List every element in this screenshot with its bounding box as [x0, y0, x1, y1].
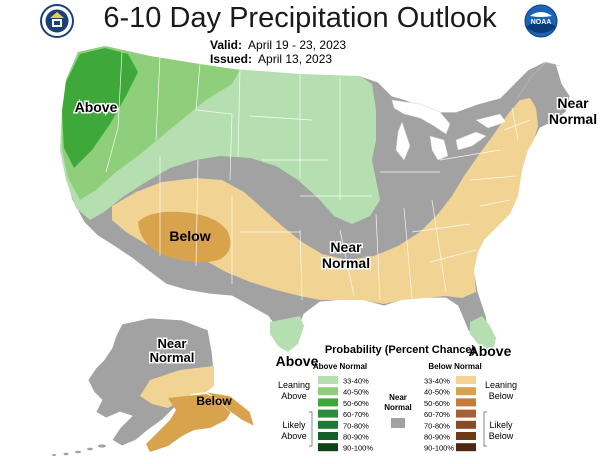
legend-range-below-6: 90-100%	[424, 444, 454, 453]
legend-swatch-above-6	[318, 443, 338, 452]
legend-above-header: Above Normal	[313, 362, 367, 371]
legend-swatch-above-4	[318, 420, 338, 429]
legend-swatch-below-0	[456, 376, 476, 384]
legend: Probability (Percent Chance) Above Norma…	[278, 344, 517, 453]
legend-bracket-likely-below	[483, 411, 487, 447]
legend-swatch-above-2	[318, 398, 338, 407]
legend-below-header: Below Normal	[428, 362, 481, 371]
label-near-normal-ak-1: Near	[158, 336, 187, 351]
alaska-panhandle	[205, 391, 255, 427]
legend-bracket-likely-above	[309, 411, 313, 447]
legend-likely-above-2: Above	[281, 431, 307, 441]
legend-title: Probability (Percent Chance)	[325, 344, 476, 356]
aleutian-islands	[52, 444, 106, 456]
label-above-tx: Above	[276, 353, 319, 369]
legend-range-below-4: 70-80%	[424, 421, 450, 430]
legend-range-below-2: 50-60%	[424, 399, 450, 408]
legend-leaning-below-1: Leaning	[485, 380, 517, 390]
legend-leaning-above-2: Above	[281, 391, 307, 401]
above-50-60-nw	[62, 48, 138, 168]
alaska-below-33-40	[140, 366, 214, 408]
legend-swatch-below-5	[456, 432, 476, 440]
below-40-50-sw	[138, 211, 231, 263]
legend-leaning-above-1: Leaning	[278, 380, 310, 390]
legend-likely-below-2: Below	[489, 431, 514, 441]
label-near-normal-ne-2: Normal	[549, 111, 597, 127]
legend-swatch-above-1	[318, 387, 338, 396]
legend-swatch-above-3	[318, 409, 338, 418]
legend-swatch-above-0	[318, 376, 338, 384]
legend-range-below-5: 80-90%	[424, 433, 450, 442]
legend-leaning-below-2: Below	[489, 391, 514, 401]
label-near-normal-ne-1: Near	[557, 95, 589, 111]
page-title: 6-10 Day Precipitation Outlook	[103, 2, 497, 34]
label-above-nw: Above	[75, 99, 118, 115]
svg-text:NOAA: NOAA	[531, 19, 552, 26]
legend-swatch-below-3	[456, 409, 476, 418]
legend-swatch-below-6	[456, 443, 476, 452]
state-borders	[105, 51, 531, 301]
legend-range-below-3: 60-70%	[424, 410, 450, 419]
legend-range-below-0: 33-40%	[424, 377, 450, 386]
above-33-40-florida	[470, 316, 496, 352]
alaska-below-40-50	[146, 394, 232, 452]
label-below-ak: Below	[196, 394, 232, 408]
legend-range-above-5: 80-90%	[343, 433, 369, 442]
great-lakes	[391, 99, 507, 161]
legend-range-below-1: 40-50%	[424, 388, 450, 397]
legend-range-above-2: 50-60%	[343, 399, 369, 408]
label-below-sw: Below	[169, 228, 210, 244]
valid-dates: Valid: April 19 - 23, 2023	[210, 38, 346, 52]
legend-range-above-0: 33-40%	[343, 377, 369, 386]
noaa-logo-icon: NOAA	[524, 4, 558, 38]
above-33-40-texas	[270, 316, 304, 352]
label-above-fl: Above	[469, 343, 512, 359]
legend-near-normal-2: Normal	[384, 403, 412, 412]
label-near-normal-ak-2: Normal	[150, 350, 195, 365]
legend-likely-below-1: Likely	[489, 420, 513, 430]
issued-value: April 13, 2023	[258, 52, 333, 66]
doc-seal-icon	[40, 4, 74, 38]
label-near-normal-center-2: Normal	[322, 255, 370, 271]
valid-label: Valid:	[210, 38, 243, 52]
legend-range-above-4: 70-80%	[343, 421, 369, 430]
label-near-normal-center-1: Near	[330, 239, 362, 255]
issued-label: Issued:	[210, 52, 253, 66]
legend-swatch-near-normal	[391, 418, 405, 428]
legend-near-normal-1: Near	[389, 393, 407, 402]
legend-swatch-below-2	[456, 398, 476, 407]
legend-range-above-6: 90-100%	[343, 444, 373, 453]
legend-swatches: 33-40% 33-40% 40-50% 40-50% 50-60% 50-60% 60-7…	[318, 376, 476, 453]
legend-swatch-below-4	[456, 420, 476, 429]
valid-value: April 19 - 23, 2023	[248, 38, 347, 52]
issued-date: Issued: April 13, 2023	[210, 52, 332, 66]
legend-range-above-1: 40-50%	[343, 388, 369, 397]
legend-likely-above-1: Likely	[282, 420, 306, 430]
legend-range-above-3: 60-70%	[343, 410, 369, 419]
legend-swatch-above-5	[318, 432, 338, 440]
legend-swatch-below-1	[456, 387, 476, 396]
